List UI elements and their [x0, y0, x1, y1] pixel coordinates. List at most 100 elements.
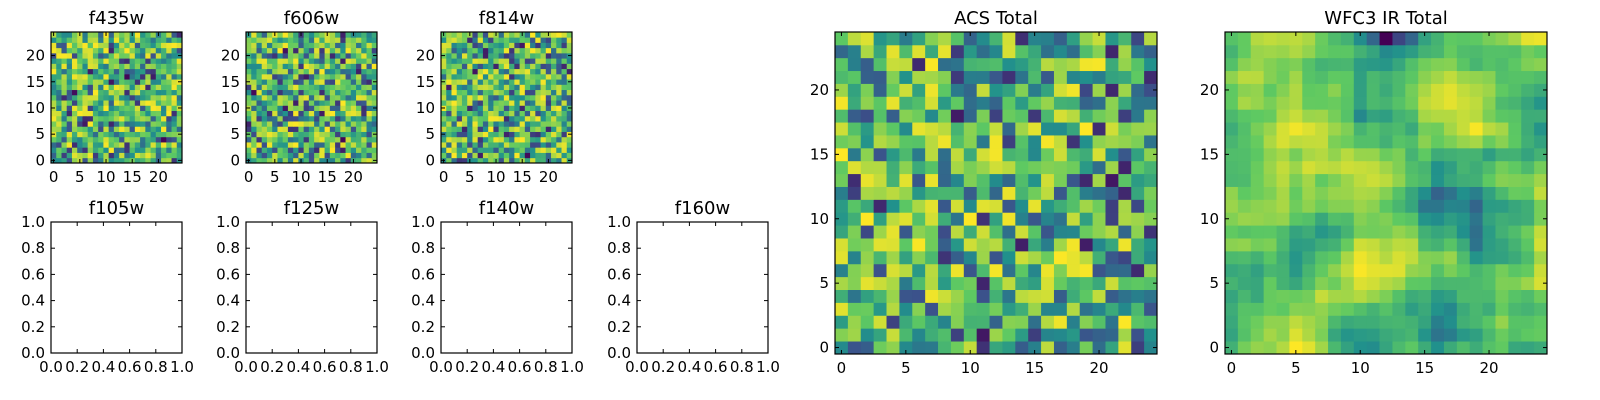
heatmap-cell — [551, 52, 557, 59]
heatmap-cell — [1328, 122, 1342, 136]
heatmap-cell — [847, 122, 862, 136]
heatmap-cell — [835, 225, 849, 239]
heatmap-cell — [277, 79, 284, 85]
heatmap-cell — [540, 94, 547, 101]
heatmap-cell — [1144, 122, 1158, 136]
heatmap-cell — [514, 131, 520, 138]
heatmap-cell — [540, 52, 547, 59]
heatmap-cell — [134, 58, 141, 64]
heatmap-cell — [503, 47, 510, 54]
heatmap-cell — [482, 152, 489, 159]
heatmap-cell — [308, 157, 315, 164]
heatmap-cell — [925, 328, 939, 342]
heatmap-cell — [324, 47, 331, 54]
heatmap-cell — [124, 142, 130, 148]
heatmap-cell — [1237, 160, 1252, 175]
heatmap-cell — [451, 157, 458, 164]
heatmap-cell — [287, 126, 294, 132]
heatmap-cell — [1105, 225, 1119, 239]
heatmap-cell — [293, 131, 299, 138]
heatmap-cell — [251, 152, 257, 159]
heatmap-cell — [1456, 302, 1471, 316]
heatmap-cell — [1092, 44, 1106, 59]
heatmap-cell — [860, 147, 875, 162]
heatmap-cell — [1263, 44, 1277, 59]
heatmap-cell — [308, 100, 315, 106]
heatmap-cell — [1118, 328, 1132, 342]
heatmap-cell — [77, 105, 83, 111]
heatmap-cell — [51, 47, 57, 54]
heatmap-cell — [963, 263, 978, 278]
heatmap-cell — [356, 110, 362, 117]
heatmap-cell — [1237, 135, 1252, 149]
heatmap-cell — [319, 52, 325, 59]
heatmap-cell — [1131, 32, 1145, 46]
heatmap-cell — [545, 42, 552, 49]
heatmap-cell — [1053, 263, 1068, 278]
heatmap-cell — [519, 152, 526, 159]
heatmap-cell — [1079, 186, 1093, 200]
y-tick-label: 0.8 — [21, 239, 45, 257]
heatmap-cell — [298, 52, 305, 59]
heatmap-cell — [477, 157, 484, 164]
heatmap-cell — [503, 73, 510, 80]
heatmap-cell — [860, 302, 875, 316]
heatmap-cell — [1353, 83, 1368, 97]
heatmap-cell — [1443, 147, 1458, 162]
heatmap-cell — [266, 84, 273, 91]
heatmap-cell — [950, 135, 965, 149]
heatmap-cell — [561, 157, 568, 164]
heatmap-cell — [103, 79, 110, 85]
heatmap-cell — [561, 100, 568, 106]
heatmap-cell — [1431, 44, 1445, 59]
heatmap-cell — [540, 136, 547, 143]
heatmap-cell — [1105, 44, 1119, 59]
heatmap-cell — [345, 110, 352, 117]
heatmap-cell — [1495, 212, 1509, 226]
heatmap-cell — [1495, 83, 1509, 97]
heatmap-cell — [482, 73, 489, 80]
heatmap-cell — [1225, 212, 1239, 226]
heatmap-cell — [566, 68, 573, 75]
heatmap-cell — [256, 79, 263, 85]
heatmap-cell — [1263, 186, 1277, 200]
heatmap-cell — [899, 328, 913, 342]
heatmap-cell — [140, 52, 146, 59]
heatmap-cell — [1340, 135, 1355, 149]
heatmap-cell — [176, 73, 183, 80]
heatmap-cell — [82, 68, 89, 75]
heatmap-cell — [1131, 238, 1145, 252]
heatmap-cell — [1002, 122, 1016, 136]
heatmap-cell — [498, 110, 505, 117]
heatmap-cell — [1131, 147, 1145, 162]
heatmap-cell — [886, 57, 900, 72]
heatmap-cell — [1340, 186, 1355, 200]
heatmap-cell — [77, 126, 83, 132]
heatmap-cell — [66, 110, 73, 117]
heatmap-cell — [1456, 83, 1471, 97]
heatmap-cell — [293, 157, 299, 164]
heatmap-cell — [293, 79, 299, 85]
heatmap-cell — [108, 126, 115, 132]
heatmap-cell — [886, 186, 900, 200]
heatmap-cell — [308, 115, 315, 122]
heatmap-cell — [938, 160, 952, 175]
heatmap-cell — [108, 58, 115, 64]
heatmap-cell — [498, 52, 505, 59]
heatmap-cell — [446, 52, 452, 59]
heatmap-cell — [246, 115, 252, 122]
heatmap-cell — [56, 47, 62, 54]
heatmap-cell — [963, 160, 978, 175]
heatmap-cell — [1495, 263, 1509, 278]
heatmap-cell — [1495, 44, 1509, 59]
heatmap-cell — [1053, 96, 1068, 110]
heatmap-cell — [1508, 238, 1522, 252]
heatmap-cell — [345, 142, 352, 148]
heatmap-cell — [1066, 328, 1081, 342]
heatmap-cell — [366, 37, 373, 43]
heatmap-cell — [150, 32, 157, 38]
heatmap-cell — [1041, 289, 1055, 303]
heatmap-cell — [1379, 44, 1393, 59]
panel-title: f606w — [284, 8, 339, 29]
heatmap-cell — [1105, 263, 1119, 278]
